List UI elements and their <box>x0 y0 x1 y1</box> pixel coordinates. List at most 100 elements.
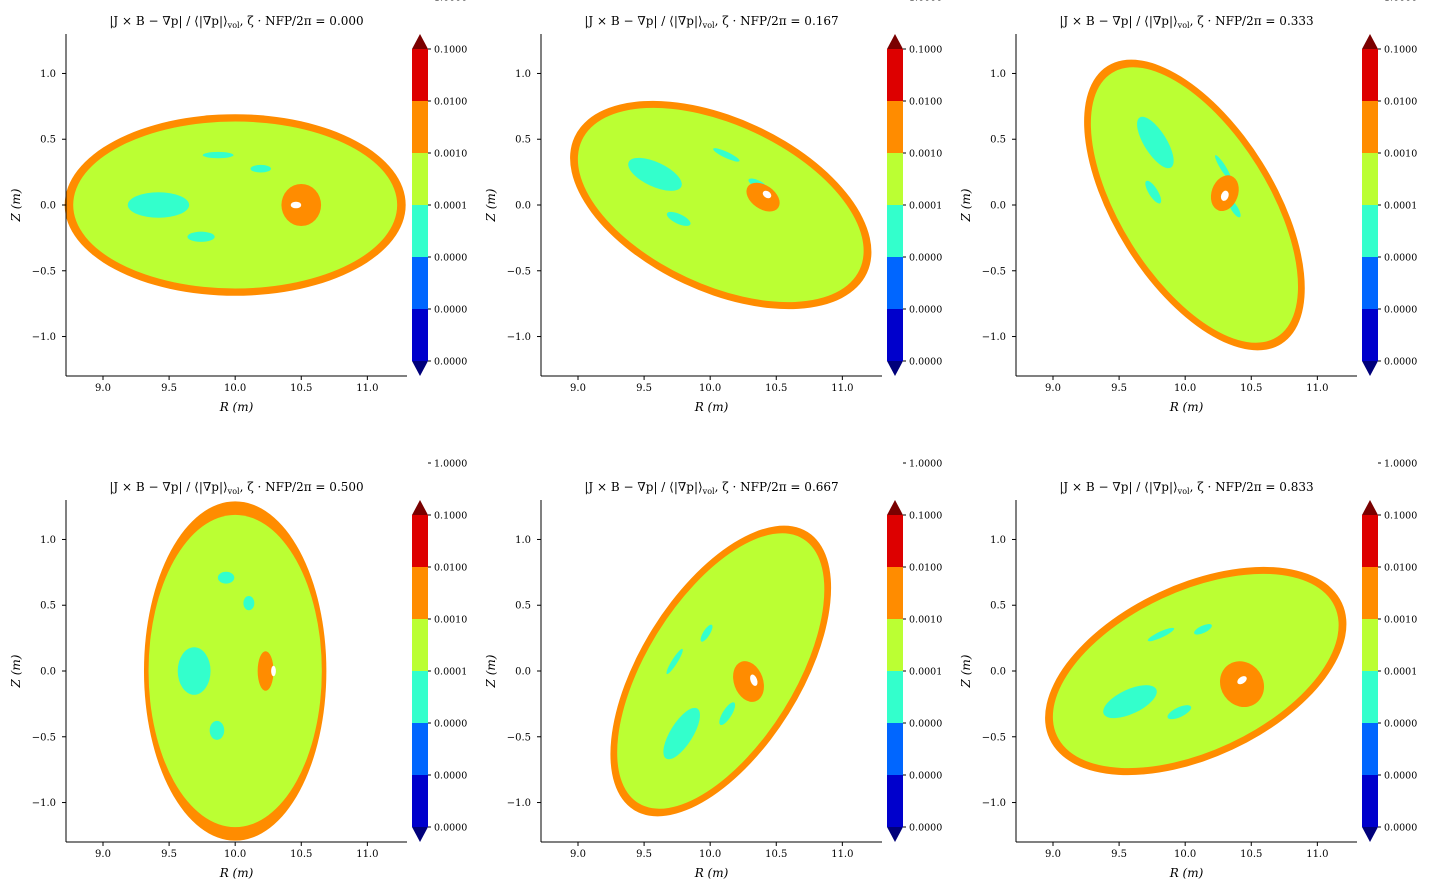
x-tick-label: 9.0 <box>95 383 111 394</box>
x-tick-label: 10.0 <box>699 849 721 860</box>
y-tick-label: 1.0 <box>515 535 531 546</box>
colorbar-band <box>412 723 428 775</box>
colorbar-band <box>412 567 428 619</box>
colorbar: 0.0000 0.0000 0.0000 0.0001 0.0010 0.0100 0.10… <box>887 459 942 842</box>
y-tick-label: 0.5 <box>515 601 531 612</box>
colorbar-band <box>412 515 428 567</box>
y-tick-label: 0.0 <box>990 667 1006 678</box>
subplot-title: |J × B − ∇p| / ⟨|∇p|⟩vol, ζ · NFP/2π = 0… <box>109 480 363 496</box>
force-balance-region <box>577 107 864 303</box>
colorbar-extend-low <box>887 361 903 376</box>
low-error-island <box>666 648 683 675</box>
y-axis-label: Z (m) <box>959 654 973 688</box>
colorbar-tick-label: 0.0010 <box>434 149 467 160</box>
low-error-island <box>1145 180 1162 204</box>
x-tick-label: 11.0 <box>1306 849 1328 860</box>
low-error-island <box>1103 685 1157 719</box>
y-tick-label: 0.0 <box>40 667 56 678</box>
colorbar-tick-label: 0.0000 <box>434 823 467 834</box>
y-tick-label: 0.0 <box>515 667 531 678</box>
colorbar-band <box>1362 49 1378 101</box>
x-tick-label: 9.5 <box>1111 849 1127 860</box>
y-axis-label: Z (m) <box>9 188 23 222</box>
magnetic-axis-hole <box>1220 190 1229 201</box>
magnetic-axis-hole <box>750 674 758 686</box>
colorbar-tick-label: 1.0000 <box>434 459 467 470</box>
x-tick-label: 9.5 <box>161 383 177 394</box>
x-tick-label: 9.0 <box>1045 383 1061 394</box>
force-balance-region <box>73 121 398 289</box>
colorbar-band <box>887 101 903 153</box>
colorbar-tick-label: 1.0000 <box>1384 459 1417 470</box>
x-tick-label: 10.5 <box>290 849 312 860</box>
colorbar-band <box>1362 515 1378 567</box>
x-tick-label: 10.5 <box>1240 383 1262 394</box>
colorbar-extend-low <box>412 361 428 376</box>
x-tick-label: 9.0 <box>570 849 586 860</box>
x-tick-label: 11.0 <box>831 383 853 394</box>
colorbar-tick-label: 0.0000 <box>434 253 467 264</box>
x-tick-label: 10.0 <box>699 383 721 394</box>
y-axis-label: Z (m) <box>959 188 973 222</box>
x-tick-label: 10.5 <box>765 383 787 394</box>
colorbar-band <box>1362 723 1378 775</box>
x-tick-label: 9.0 <box>1045 849 1061 860</box>
y-tick-label: 1.0 <box>515 69 531 80</box>
colorbar-tick-label: 0.0010 <box>1384 149 1417 160</box>
x-tick-label: 10.5 <box>765 849 787 860</box>
colorbar-band <box>887 205 903 257</box>
colorbar-tick-label: 0.0001 <box>909 667 942 678</box>
colorbar-extend-low <box>1362 827 1378 842</box>
colorbar-extend-high <box>1362 500 1378 515</box>
subplot-panel: |J × B − ∇p| / ⟨|∇p|⟩vol, ζ · NFP/2π = 0… <box>484 0 942 414</box>
colorbar-band <box>1362 619 1378 671</box>
colorbar-band <box>887 49 903 101</box>
colorbar-tick-label: 0.0010 <box>1384 615 1417 626</box>
colorbar-tick-label: 0.0100 <box>434 97 467 108</box>
colorbar-extend-high <box>412 500 428 515</box>
colorbar-tick-label: 0.0000 <box>909 823 942 834</box>
magnetic-axis-hole <box>1237 676 1247 685</box>
colorbar-extend-high <box>887 34 903 49</box>
y-tick-label: −1.0 <box>32 332 56 343</box>
low-error-island <box>666 211 691 226</box>
low-error-island <box>127 192 190 218</box>
colorbar-band <box>887 671 903 723</box>
y-tick-label: 1.0 <box>40 69 56 80</box>
colorbar-band <box>412 619 428 671</box>
colorbar-band <box>1362 257 1378 309</box>
x-tick-label: 11.0 <box>1306 383 1328 394</box>
colorbar-tick-label: 0.0100 <box>909 97 942 108</box>
colorbar-tick-label: 0.0000 <box>434 719 467 730</box>
x-tick-label: 11.0 <box>356 849 378 860</box>
colorbar-band <box>1362 101 1378 153</box>
axis-hotspot <box>1219 661 1265 708</box>
low-error-island <box>719 702 736 726</box>
force-balance-region <box>148 514 322 828</box>
low-error-island <box>187 231 215 242</box>
low-error-island <box>209 720 225 740</box>
subplot-panel: |J × B − ∇p| / ⟨|∇p|⟩vol, ζ · NFP/2π = 0… <box>959 459 1417 881</box>
y-tick-label: −0.5 <box>982 732 1006 743</box>
force-balance-region <box>1052 573 1339 769</box>
colorbar-tick-label: 0.0000 <box>909 771 942 782</box>
y-tick-label: 0.5 <box>990 135 1006 146</box>
colorbar-band <box>1362 671 1378 723</box>
colorbar-tick-label: 0.1000 <box>909 45 942 56</box>
colorbar-band <box>887 567 903 619</box>
low-error-island <box>1167 705 1192 720</box>
colorbar: 0.0000 0.0000 0.0000 0.0001 0.0010 0.0100 0.10… <box>1362 0 1417 376</box>
y-axis-label: Z (m) <box>484 188 498 222</box>
subplot-panel: |J × B − ∇p| / ⟨|∇p|⟩vol, ζ · NFP/2π = 0… <box>484 459 942 881</box>
colorbar-band <box>887 257 903 309</box>
colorbar-tick-label: 0.0001 <box>434 667 467 678</box>
x-axis-label: R (m) <box>219 866 254 880</box>
subplot-title: |J × B − ∇p| / ⟨|∇p|⟩vol, ζ · NFP/2π = 0… <box>1059 14 1313 30</box>
colorbar-tick-label: 1.0000 <box>434 0 467 4</box>
colorbar-extend-high <box>1362 34 1378 49</box>
colorbar-tick-label: 0.0100 <box>1384 97 1417 108</box>
colorbar-tick-label: 0.0100 <box>909 563 942 574</box>
x-tick-label: 9.5 <box>636 849 652 860</box>
y-tick-label: −1.0 <box>982 798 1006 809</box>
low-error-island <box>628 157 682 191</box>
